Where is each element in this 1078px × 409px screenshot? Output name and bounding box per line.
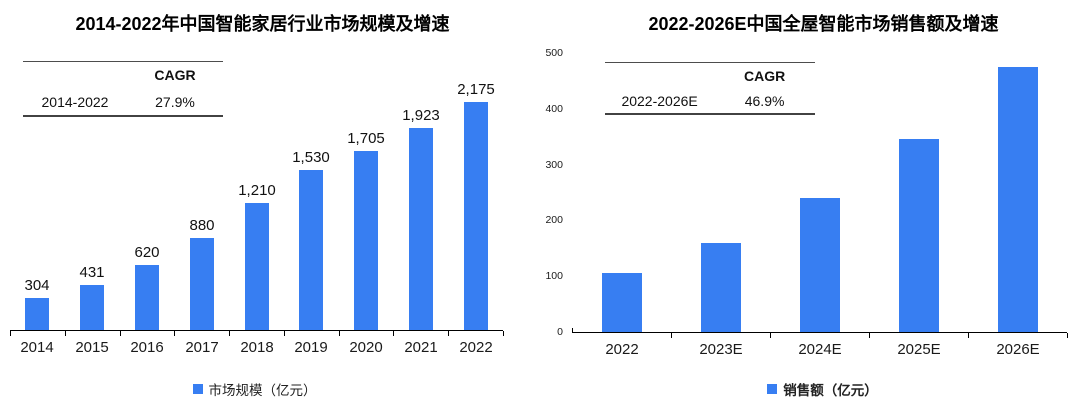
- legend-swatch-icon: [767, 384, 778, 394]
- axis-tick: [869, 333, 870, 338]
- bar-value-label-2020: 1,705: [347, 130, 385, 147]
- chart-panel-whole-house-smart: 2022-2026E中国全屋智能市场销售额及增速 CAGR 2022-2026E…: [539, 0, 1078, 409]
- cagr-header-row: CAGR: [23, 62, 223, 89]
- bar-value-label-2021: 1,923: [402, 107, 440, 124]
- x-axis-label-2026E: 2026E: [996, 341, 1040, 358]
- x-axis-label-2020: 2020: [349, 339, 383, 356]
- legend: 销售额（亿元）: [567, 381, 1078, 398]
- chart-title: 2014-2022年中国智能家居行业市场规模及增速: [75, 14, 450, 34]
- bar-value-label-2014: 304: [24, 277, 50, 294]
- axis-tick: [968, 333, 969, 338]
- axis-tick: [770, 333, 771, 338]
- axis-tick: [65, 331, 66, 336]
- bar-value-label-2017: 880: [189, 217, 215, 234]
- bar-2025E: [899, 139, 939, 332]
- axis-tick: [174, 331, 175, 336]
- cagr-value-row: 2014-2022 27.9%: [23, 89, 223, 116]
- cagr-table: CAGR 2014-2022 27.9%: [23, 61, 223, 117]
- axis-tick: [339, 331, 340, 336]
- cagr-value: 46.9%: [744, 92, 785, 109]
- y-axis-label-400: 400: [545, 103, 563, 115]
- y-axis-label-200: 200: [545, 214, 563, 226]
- cagr-table: CAGR 2022-2026E 46.9%: [605, 62, 815, 115]
- bar-value-label-2019: 1,530: [292, 149, 330, 166]
- axis-tick: [393, 331, 394, 336]
- bar-plot-area: 2022 2023E 2024E 2025E 2026E 0 100 200 300 400 500: [539, 0, 1078, 409]
- bar-2023E: [701, 243, 741, 332]
- bar-2024E: [800, 198, 840, 332]
- bar-plot-area: 304 2014 431 2015 620 2016 880 2017 1,210 2018 1,5…: [10, 81, 504, 356]
- x-axis-label-2022: 2022: [459, 339, 493, 356]
- x-axis-label-2022: 2022: [605, 341, 639, 358]
- bar-2020: [354, 151, 378, 330]
- y-axis-label-300: 300: [545, 159, 563, 171]
- x-axis-label-2021: 2021: [404, 339, 438, 356]
- cagr-header-label: CAGR: [154, 67, 196, 84]
- axis-tick: [229, 331, 230, 336]
- bar-2019: [299, 170, 323, 330]
- axis-tick: [1067, 333, 1068, 338]
- x-axis-label-2014: 2014: [20, 339, 54, 356]
- axis-tick: [448, 331, 449, 336]
- chart-title: 2022-2026E中国全屋智能市场销售额及增速: [648, 14, 999, 34]
- bar-2015: [80, 285, 104, 330]
- x-axis-label-2017: 2017: [185, 339, 219, 356]
- cagr-header-row: CAGR: [605, 63, 815, 88]
- cagr-value: 27.9%: [155, 93, 195, 110]
- x-axis-label-2015: 2015: [75, 339, 109, 356]
- cagr-value-row: 2022-2026E 46.9%: [605, 88, 815, 113]
- x-axis-label-2023E: 2023E: [699, 341, 743, 358]
- bar-value-label-2016: 620: [134, 244, 160, 261]
- x-axis-label-2016: 2016: [130, 339, 164, 356]
- x-axis-line: [10, 330, 503, 331]
- cagr-period: 2022-2026E: [621, 92, 698, 109]
- x-axis-label-2024E: 2024E: [798, 341, 842, 358]
- axis-tick: [10, 331, 11, 336]
- bar-2022: [464, 102, 488, 330]
- chart-panel-smart-home: 2014-2022年中国智能家居行业市场规模及增速 CAGR 2014-2022…: [0, 14, 509, 398]
- x-axis-label-2025E: 2025E: [897, 341, 941, 358]
- bar-value-label-2022: 2,175: [457, 81, 495, 98]
- bar-2021: [409, 128, 433, 330]
- y-axis-label-0: 0: [557, 326, 563, 338]
- y-axis-label-100: 100: [545, 270, 563, 282]
- legend-label: 销售额（亿元）: [783, 383, 878, 398]
- cagr-header-label: CAGR: [743, 67, 786, 84]
- bar-2016: [135, 265, 159, 330]
- axis-tick: [503, 331, 504, 336]
- cagr-period: 2014-2022: [41, 93, 109, 110]
- x-axis-label-2019: 2019: [294, 339, 328, 356]
- legend-label: 市场规模（亿元）: [208, 383, 317, 398]
- bar-2022: [602, 273, 642, 332]
- axis-tick: [671, 333, 672, 338]
- bar-2026E: [998, 67, 1038, 332]
- bar-value-label-2018: 1,210: [238, 182, 276, 199]
- x-axis-line: [572, 332, 1067, 333]
- axis-tick: [284, 331, 285, 336]
- axis-tick: [120, 331, 121, 336]
- legend-swatch-icon: [192, 384, 203, 394]
- bar-2017: [190, 238, 214, 330]
- bar-2018: [245, 203, 269, 330]
- legend: 市场规模（亿元）: [0, 381, 509, 398]
- bar-value-label-2015: 431: [79, 264, 105, 281]
- axis-tick: [572, 328, 573, 332]
- y-axis-label-500: 500: [545, 47, 563, 59]
- bar-2014: [25, 298, 49, 330]
- x-axis-label-2018: 2018: [240, 339, 274, 356]
